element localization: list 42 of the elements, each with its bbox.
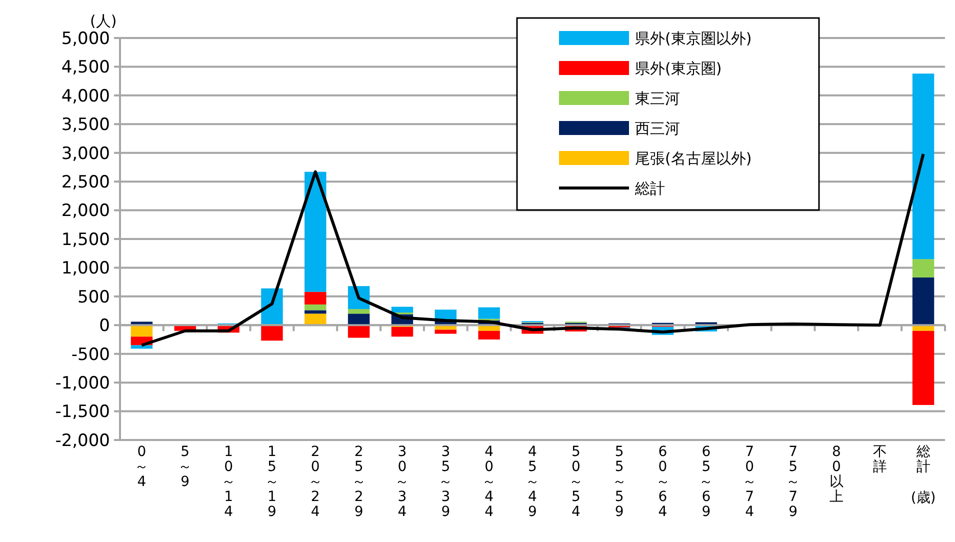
x-tick-label: 45～49 (526, 444, 540, 520)
x-axis-title: (歳) (910, 490, 936, 506)
y-tick-label: 500 (78, 287, 110, 308)
y-tick-label: -1,500 (55, 402, 110, 422)
y-tick-label: 2,000 (61, 201, 110, 222)
x-tick-label: 25～29 (352, 444, 366, 520)
x-tick-label: 35～39 (438, 444, 453, 520)
y-tick-label: -1,000 (55, 374, 110, 394)
y-tick-label: 0 (99, 316, 110, 336)
x-tick-label: 70～74 (742, 444, 757, 520)
x-tick-label: 75～79 (786, 444, 800, 520)
legend-label: 西三河 (635, 119, 680, 138)
x-tick-label: 50～54 (568, 444, 583, 520)
x-tick-label: 80以上 (829, 444, 844, 505)
legend-label: 県外(東京圏以外) (635, 29, 752, 48)
x-tick-label: 40～44 (482, 444, 496, 520)
x-tick-label: 15～19 (264, 444, 279, 520)
x-tick-label: 5～9 (178, 444, 192, 490)
y-tick-label: 3,500 (61, 115, 110, 136)
x-tick-label: 10～14 (222, 444, 236, 520)
x-tick-label: 65～69 (699, 444, 714, 520)
y-tick-label: 4,500 (61, 58, 110, 78)
x-tick-label: 30～34 (395, 444, 410, 520)
y-axis-title: (人) (90, 12, 117, 30)
y-tick-label: 3,000 (61, 144, 110, 164)
y-tick-label: 4,000 (61, 86, 110, 106)
x-tick-label: 総計 (915, 444, 930, 475)
y-tick-label: -2,000 (55, 430, 110, 451)
y-tick-label: 1,000 (61, 258, 110, 279)
legend-label: 県外(東京圏) (635, 59, 722, 78)
y-tick-label: 1,500 (61, 230, 110, 250)
x-tick-label: 60～64 (656, 444, 670, 520)
x-tick-label: 不詳 (872, 444, 887, 475)
y-tick-label: 5,000 (61, 28, 110, 49)
y-tick-label: -500 (71, 344, 110, 365)
legend-label: 東三河 (635, 89, 680, 108)
y-tick-label: 2,500 (61, 172, 110, 193)
x-tick-label: 20～24 (308, 444, 322, 520)
legend-label: 尾張(名古屋以外) (635, 149, 752, 168)
legend-label: 総計 (634, 179, 665, 198)
x-tick-label: 55～59 (612, 444, 626, 520)
x-tick-label: 0～4 (134, 444, 149, 490)
